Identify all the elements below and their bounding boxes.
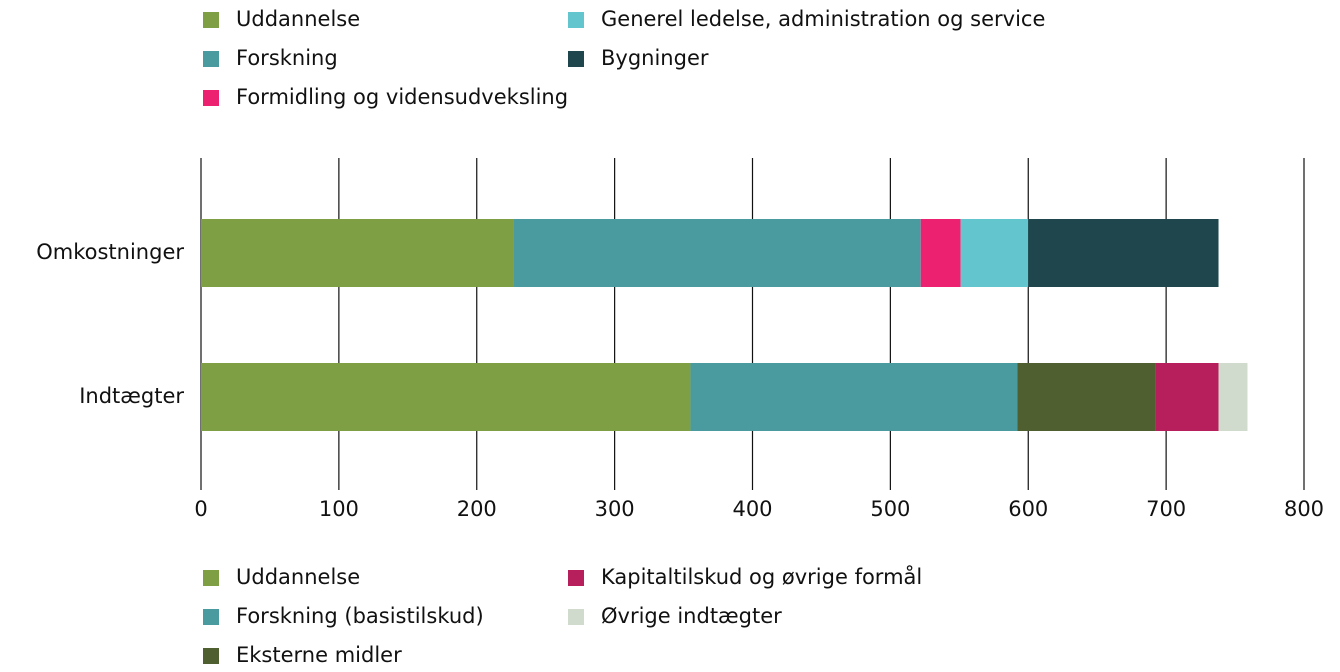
legend-label: Formidling og vidensudveksling <box>236 85 568 109</box>
legend-swatch <box>203 90 219 106</box>
x-tick-label: 800 <box>1284 497 1324 521</box>
y-tick-label: Omkostninger <box>36 240 184 264</box>
legend-swatch <box>568 570 584 586</box>
x-tick-label: 500 <box>870 497 910 521</box>
legend-label: Øvrige indtægter <box>601 604 782 628</box>
legend-swatch <box>203 609 219 625</box>
bar-segment <box>960 219 1029 287</box>
bar-segment <box>1218 363 1248 431</box>
legend-swatch <box>568 12 584 28</box>
legend-swatch <box>203 51 219 67</box>
bar-segment <box>201 219 514 287</box>
legend-label: Bygninger <box>601 46 709 70</box>
legend-swatch <box>568 609 584 625</box>
legend-swatch <box>203 12 219 28</box>
bar-segment <box>1028 219 1219 287</box>
x-tick-label: 300 <box>595 497 635 521</box>
legend-label: Uddannelse <box>236 7 360 31</box>
x-tick-label: 0 <box>194 497 207 521</box>
legend-swatch <box>568 51 584 67</box>
legend-label: Forskning <box>236 46 338 70</box>
legend-label: Generel ledelse, administration og servi… <box>601 7 1045 31</box>
bar-segment <box>690 363 1018 431</box>
legend-swatch <box>203 648 219 664</box>
x-tick-label: 200 <box>457 497 497 521</box>
x-tick-label: 600 <box>1008 497 1048 521</box>
bar-segment <box>201 363 691 431</box>
legend-label: Eksterne midler <box>236 643 402 667</box>
x-tick-label: 400 <box>732 497 772 521</box>
legend-label: Uddannelse <box>236 565 360 589</box>
y-tick-label: Indtægter <box>79 384 184 408</box>
legend-swatch <box>203 570 219 586</box>
bar-segment <box>1017 363 1156 431</box>
legend-label: Kapitaltilskud og øvrige formål <box>601 564 922 589</box>
bar-segment <box>513 219 921 287</box>
x-tick-label: 700 <box>1146 497 1186 521</box>
x-tick-label: 100 <box>319 497 359 521</box>
legend-label: Forskning (basistilskud) <box>236 604 484 628</box>
bar-segment <box>920 219 961 287</box>
bar-segment <box>1155 363 1219 431</box>
